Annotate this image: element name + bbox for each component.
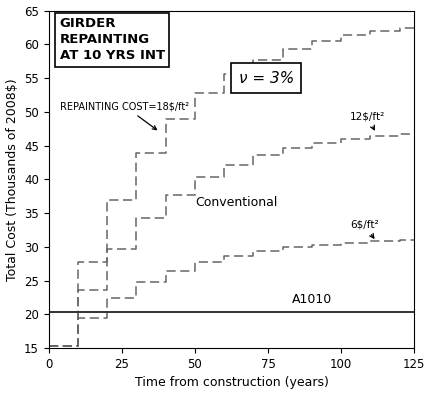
Text: Conventional: Conventional xyxy=(194,196,276,209)
Text: A1010: A1010 xyxy=(291,293,331,306)
Text: 6$/ft²: 6$/ft² xyxy=(349,220,378,238)
Text: GIRDER
REPAINTING
AT 10 YRS INT: GIRDER REPAINTING AT 10 YRS INT xyxy=(59,17,164,62)
X-axis label: Time from construction (years): Time from construction (years) xyxy=(134,376,328,389)
Y-axis label: Total Cost (Thousands of 2008$): Total Cost (Thousands of 2008$) xyxy=(6,78,18,281)
Text: 12$/ft²: 12$/ft² xyxy=(349,111,384,130)
Text: REPAINTING COST=18$/ft²: REPAINTING COST=18$/ft² xyxy=(60,102,189,130)
Text: ν = 3%: ν = 3% xyxy=(238,71,293,86)
